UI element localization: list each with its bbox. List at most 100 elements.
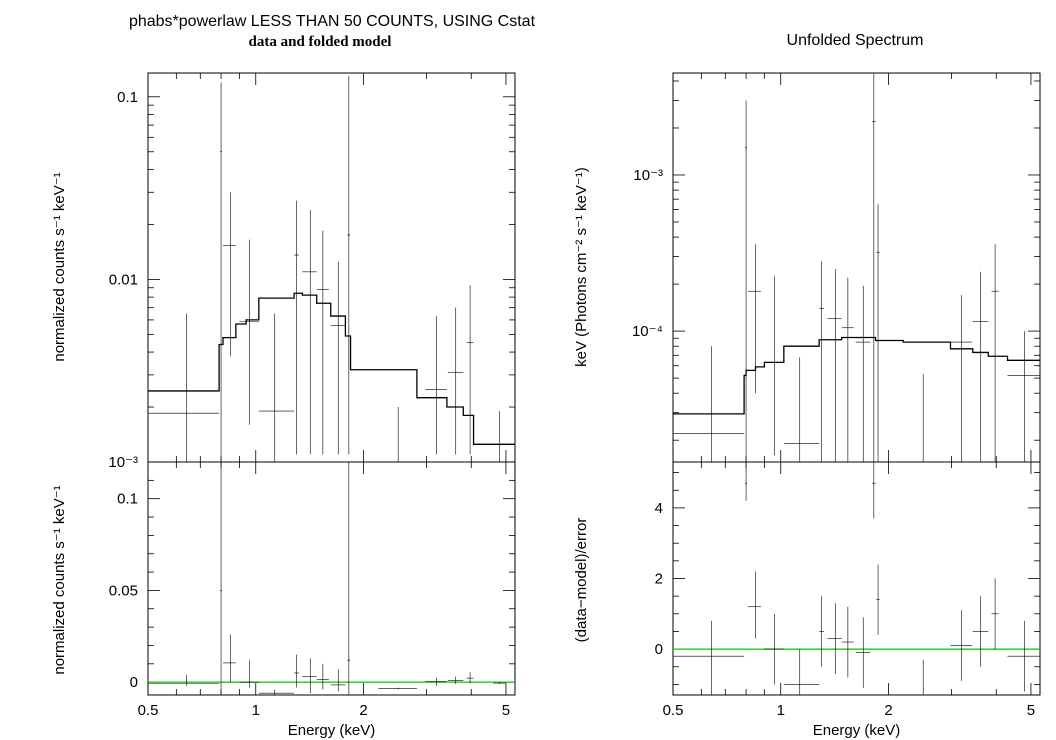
data-point [745, 462, 748, 501]
data-point [492, 411, 506, 463]
data-point [330, 261, 346, 455]
data-point [673, 346, 745, 462]
model-line [673, 336, 1040, 415]
x-axis-label: Energy (keV) [813, 722, 901, 739]
data-point [903, 374, 942, 463]
x-tick-label: 2 [359, 702, 367, 719]
data-point [991, 244, 999, 462]
y-axis-label: normalized counts s⁻¹ keV⁻¹ [51, 172, 68, 361]
data-point [316, 663, 329, 690]
data-point [827, 268, 842, 462]
plot-frame [672, 461, 1041, 696]
data-point [447, 676, 464, 684]
unfolded-residual-plot: 0 2 4 0.5 1 2 5 (data−model)/error Energy (keV) [573, 461, 1041, 739]
data-point [783, 357, 820, 462]
model-line [148, 292, 515, 445]
data-point [972, 596, 989, 667]
unfolded-spectrum-plot: 10⁻⁴ 10⁻³ keV (Photons cm⁻² s⁻¹ keV⁻¹) [573, 72, 1041, 463]
data-point [220, 462, 223, 695]
y-tick-label: 0.05 [109, 582, 138, 599]
data-point [347, 462, 351, 695]
data-point [222, 634, 236, 683]
x-tick-label: 0.5 [138, 702, 159, 719]
data-point [841, 606, 854, 678]
x-axis-label: Energy (keV) [288, 722, 376, 739]
plot-frame [147, 72, 516, 463]
data-point [148, 313, 220, 462]
left-subtitle: data and folded model [249, 34, 392, 50]
plot-frame [672, 72, 1041, 463]
data-point [903, 659, 942, 696]
data-point [239, 239, 259, 425]
data-point [302, 658, 317, 694]
data-point [783, 649, 820, 695]
x-tick-label: 2 [884, 702, 892, 719]
y-axis-label: normalized counts s⁻¹ keV⁻¹ [51, 485, 68, 674]
y-tick-label: 0 [655, 641, 663, 658]
y-tick-label: 10⁻³ [108, 454, 138, 471]
data-point [239, 660, 259, 688]
data-point [378, 687, 417, 690]
folded-residual-plot: 0 0.05 0.1 0.5 1 2 5 normalized counts s⁻¹ keV⁻… [51, 461, 516, 739]
right-title: Unfolded Spectrum [787, 32, 924, 49]
data-point [819, 596, 824, 667]
y-tick-label: 0.1 [117, 89, 138, 106]
data-point [466, 672, 474, 684]
data-point [302, 209, 317, 455]
left-title: phabs*powerlaw LESS THAN 50 COUNTS, USIN… [129, 13, 536, 30]
data-point [841, 277, 854, 462]
y-tick-label: 0.01 [109, 271, 138, 288]
x-tick-label: 5 [1027, 702, 1035, 719]
data-point [764, 276, 784, 456]
data-point [673, 620, 745, 695]
data-point [220, 82, 223, 462]
data-point [466, 285, 474, 455]
data-point [950, 610, 972, 681]
data-point [876, 564, 880, 635]
data-point [258, 689, 295, 695]
data-point [294, 200, 299, 455]
data-point [855, 617, 871, 688]
data-point [745, 100, 748, 462]
data-point [1007, 331, 1040, 462]
x-tick-label: 0.5 [663, 702, 684, 719]
data-point [492, 682, 506, 684]
y-tick-label: 4 [655, 500, 663, 517]
data-point [378, 407, 417, 463]
y-tick-label: 0 [130, 674, 138, 691]
y-tick-label: 2 [655, 571, 663, 588]
data-point [1007, 620, 1040, 692]
data-point [258, 313, 295, 462]
data-point [148, 674, 220, 686]
data-point [991, 578, 999, 650]
data-point [819, 261, 824, 462]
y-tick-label: 10⁻³ [633, 167, 663, 184]
data-point [747, 571, 761, 639]
data-point [855, 285, 871, 462]
x-tick-label: 5 [502, 702, 510, 719]
data-point [316, 230, 329, 455]
data-point [294, 654, 299, 688]
x-tick-label: 1 [777, 702, 785, 719]
data-point [876, 204, 880, 462]
y-tick-label: 10⁻⁴ [632, 323, 663, 340]
data-point [972, 271, 989, 462]
data-point [425, 677, 447, 686]
data-point [872, 73, 876, 462]
y-axis-label: keV (Photons cm⁻² s⁻¹ keV⁻¹) [573, 167, 590, 367]
y-axis-label: (data−model)/error [573, 518, 590, 643]
data-point [222, 192, 236, 357]
y-tick-label: 0.1 [117, 491, 138, 508]
x-tick-label: 1 [252, 702, 260, 719]
data-point [347, 75, 351, 455]
data-point [872, 462, 876, 519]
plot-frame [147, 461, 516, 696]
data-point [330, 669, 346, 692]
data-point [764, 613, 784, 685]
data-point [827, 603, 842, 674]
data-point [425, 316, 447, 455]
data-point [447, 307, 464, 455]
folded-spectrum-plot: 10⁻³ 0.01 0.1 normalized counts s⁻¹ keV⁻¹ [51, 72, 516, 471]
data-point [950, 295, 972, 462]
